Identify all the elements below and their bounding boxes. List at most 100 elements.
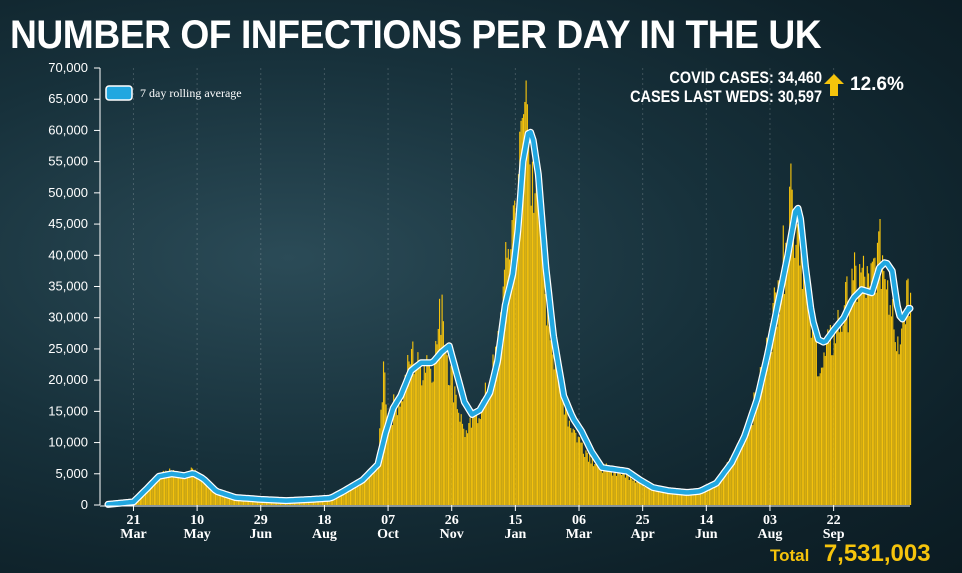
bar bbox=[479, 419, 481, 505]
bar bbox=[388, 417, 390, 505]
bar bbox=[547, 284, 549, 505]
bar bbox=[458, 412, 460, 505]
bar bbox=[511, 220, 513, 505]
bar bbox=[893, 329, 895, 505]
bar bbox=[403, 386, 405, 505]
bar bbox=[767, 342, 769, 505]
total-value: 7,531,003 bbox=[823, 540, 931, 567]
bar bbox=[528, 130, 530, 505]
bar bbox=[665, 491, 667, 505]
bar bbox=[351, 485, 353, 505]
y-tick-label: 25,000 bbox=[48, 341, 88, 356]
bar bbox=[562, 391, 564, 505]
bar bbox=[883, 271, 885, 505]
bar bbox=[185, 474, 187, 505]
bar bbox=[730, 462, 732, 505]
bar bbox=[515, 234, 517, 506]
bar bbox=[348, 488, 350, 505]
bar bbox=[321, 500, 324, 505]
bar bbox=[325, 499, 327, 505]
bar bbox=[817, 376, 819, 505]
bar bbox=[424, 372, 427, 505]
bar bbox=[423, 364, 425, 505]
bar bbox=[703, 489, 705, 505]
bar bbox=[727, 462, 730, 505]
bar bbox=[874, 257, 876, 505]
bar bbox=[214, 487, 217, 505]
bar bbox=[449, 385, 451, 505]
bar bbox=[469, 417, 471, 505]
x-tick-month: Jun bbox=[695, 527, 718, 542]
bar bbox=[666, 489, 668, 505]
bar bbox=[692, 492, 694, 505]
bar bbox=[575, 432, 577, 505]
bar bbox=[627, 473, 629, 505]
bar bbox=[600, 469, 602, 505]
bar bbox=[733, 458, 735, 505]
axes: 0 5,000 10,000 15,000 20,000 25,000 30,000 35,0… bbox=[48, 60, 910, 542]
bar bbox=[679, 493, 681, 505]
bar bbox=[576, 442, 578, 505]
bar bbox=[878, 231, 880, 505]
bar bbox=[645, 485, 647, 505]
bar bbox=[599, 460, 601, 505]
bar bbox=[192, 468, 194, 505]
bar bbox=[785, 242, 787, 506]
bar bbox=[755, 407, 758, 505]
bar bbox=[855, 265, 857, 505]
bar bbox=[862, 255, 865, 505]
bar bbox=[342, 491, 344, 505]
x-tick-day: 15 bbox=[508, 513, 522, 528]
bar bbox=[349, 487, 352, 505]
bar bbox=[744, 430, 746, 505]
bar bbox=[573, 430, 576, 505]
bar bbox=[601, 472, 604, 505]
bar bbox=[438, 298, 441, 505]
bar bbox=[435, 340, 437, 505]
bar bbox=[706, 487, 708, 505]
bar bbox=[659, 488, 661, 505]
bar bbox=[628, 479, 630, 505]
bar bbox=[552, 354, 554, 505]
bar bbox=[371, 466, 373, 505]
bar bbox=[361, 481, 363, 505]
bar bbox=[543, 274, 545, 505]
bar bbox=[581, 442, 583, 505]
bar bbox=[483, 398, 485, 505]
x-tick-month: Aug bbox=[758, 527, 783, 542]
bar bbox=[888, 314, 890, 505]
bar bbox=[193, 470, 195, 505]
y-tick-label: 10,000 bbox=[48, 435, 88, 450]
bar bbox=[189, 471, 191, 505]
bar bbox=[822, 367, 824, 505]
bar bbox=[473, 409, 475, 505]
bar bbox=[759, 367, 761, 505]
bar bbox=[738, 444, 740, 505]
y-tick-label: 20,000 bbox=[48, 372, 88, 387]
bar bbox=[433, 358, 436, 505]
bar bbox=[455, 394, 457, 505]
bar bbox=[460, 414, 462, 505]
stats-box: COVID CASES: 34,460 CASES LAST WEDS: 30,… bbox=[618, 68, 822, 106]
bar bbox=[614, 469, 616, 505]
bar bbox=[804, 271, 806, 505]
bar bbox=[596, 461, 598, 505]
bar bbox=[745, 429, 747, 505]
bar bbox=[366, 474, 368, 505]
bar bbox=[186, 477, 189, 505]
bar bbox=[150, 482, 152, 505]
bar bbox=[843, 305, 845, 505]
bar bbox=[805, 276, 807, 505]
bar bbox=[724, 472, 726, 505]
bar bbox=[465, 430, 467, 505]
bar bbox=[249, 499, 251, 505]
bar bbox=[702, 488, 704, 505]
bar bbox=[398, 401, 400, 505]
bar bbox=[903, 320, 905, 505]
bar bbox=[705, 490, 707, 505]
bar bbox=[758, 399, 760, 505]
bar bbox=[344, 490, 346, 505]
bar bbox=[202, 478, 204, 505]
bar bbox=[688, 493, 690, 505]
